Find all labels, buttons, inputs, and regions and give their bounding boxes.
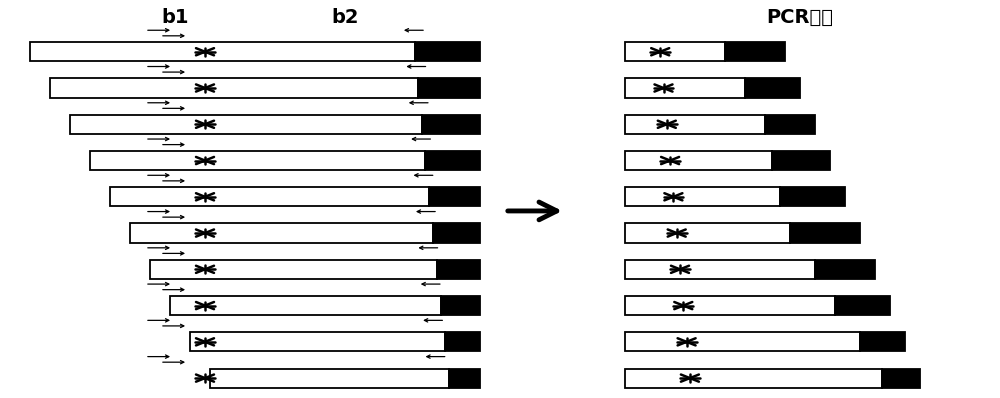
Bar: [437, 260, 480, 279]
Bar: [415, 42, 480, 61]
Bar: [625, 224, 790, 243]
Bar: [433, 224, 480, 243]
Bar: [625, 42, 725, 61]
Bar: [90, 151, 425, 170]
Bar: [70, 115, 422, 134]
Bar: [790, 224, 860, 243]
Bar: [725, 42, 785, 61]
Bar: [835, 296, 890, 315]
Bar: [765, 115, 815, 134]
Bar: [170, 296, 441, 315]
Bar: [860, 332, 905, 351]
Bar: [50, 78, 418, 98]
Text: b1: b1: [161, 8, 189, 27]
Bar: [625, 369, 882, 388]
Bar: [745, 78, 800, 98]
Bar: [210, 369, 449, 388]
Bar: [110, 187, 429, 206]
Bar: [445, 332, 480, 351]
Bar: [625, 151, 772, 170]
Bar: [625, 78, 745, 98]
Bar: [418, 78, 480, 98]
Bar: [425, 151, 480, 170]
Text: b2: b2: [331, 8, 359, 27]
Bar: [429, 187, 480, 206]
Bar: [625, 260, 815, 279]
Bar: [449, 369, 480, 388]
Bar: [625, 296, 835, 315]
Bar: [422, 115, 480, 134]
Bar: [190, 332, 445, 351]
Bar: [882, 369, 920, 388]
Bar: [625, 187, 780, 206]
Bar: [625, 332, 860, 351]
Text: PCR产物: PCR产物: [767, 8, 834, 27]
Bar: [130, 224, 433, 243]
Bar: [625, 115, 765, 134]
Bar: [30, 42, 415, 61]
Bar: [780, 187, 845, 206]
Bar: [150, 260, 437, 279]
Bar: [815, 260, 875, 279]
Bar: [441, 296, 480, 315]
Bar: [772, 151, 830, 170]
